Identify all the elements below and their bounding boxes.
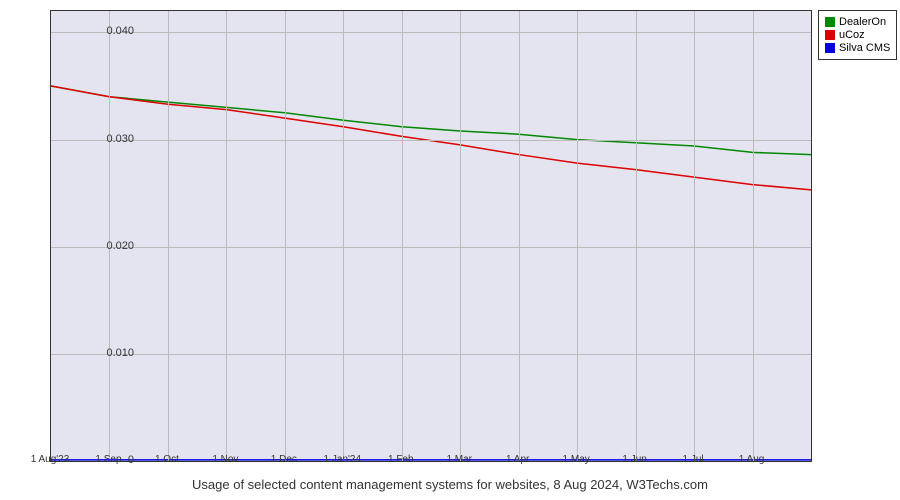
legend-label: Silva CMS (839, 42, 890, 54)
y-tick-label: 0.030 (106, 133, 134, 145)
grid-line-v (343, 11, 344, 461)
grid-line-v (519, 11, 520, 461)
grid-line-h (51, 140, 811, 141)
x-tick-label: 1 May (563, 454, 590, 465)
y-tick-label: 0.010 (106, 347, 134, 359)
x-tick-label: 1 Apr (506, 454, 529, 465)
y-tick-label: 0 (128, 454, 134, 466)
legend-swatch (825, 43, 835, 53)
grid-line-v (577, 11, 578, 461)
grid-line-v (109, 11, 110, 461)
legend-swatch (825, 30, 835, 40)
legend: DealerOnuCozSilva CMS (818, 10, 897, 60)
chart-svg (51, 11, 811, 461)
legend-label: uCoz (839, 29, 865, 41)
x-tick-label: 1 Nov (212, 454, 238, 465)
grid-line-v (168, 11, 169, 461)
grid-line-v (402, 11, 403, 461)
x-tick-label: 1 Mar (446, 454, 472, 465)
x-tick-label: 1 Feb (388, 454, 414, 465)
grid-line-v (226, 11, 227, 461)
x-tick-label: 1 Aug (739, 454, 765, 465)
y-tick-label: 0.040 (106, 25, 134, 37)
x-tick-label: 1 Dec (271, 454, 297, 465)
legend-item: Silva CMS (825, 42, 890, 54)
x-tick-label: 1 Sep (95, 454, 121, 465)
grid-line-v (285, 11, 286, 461)
legend-swatch (825, 17, 835, 27)
x-tick-label: 1 Aug'23 (31, 454, 70, 465)
grid-line-h (51, 247, 811, 248)
chart-container (50, 10, 810, 460)
chart-caption: Usage of selected content management sys… (0, 477, 900, 492)
plot-area (50, 10, 812, 462)
x-tick-label: 1 Jul (683, 454, 704, 465)
grid-line-v (636, 11, 637, 461)
y-tick-label: 0.020 (106, 240, 134, 252)
legend-item: DealerOn (825, 16, 890, 28)
grid-line-h (51, 32, 811, 33)
x-tick-label: 1 Jun (622, 454, 646, 465)
series-line (51, 86, 811, 155)
legend-label: DealerOn (839, 16, 886, 28)
grid-line-h (51, 354, 811, 355)
x-tick-label: 1 Jan'24 (324, 454, 362, 465)
grid-line-v (694, 11, 695, 461)
grid-line-v (753, 11, 754, 461)
grid-line-v (460, 11, 461, 461)
legend-item: uCoz (825, 29, 890, 41)
x-tick-label: 1 Oct (155, 454, 179, 465)
